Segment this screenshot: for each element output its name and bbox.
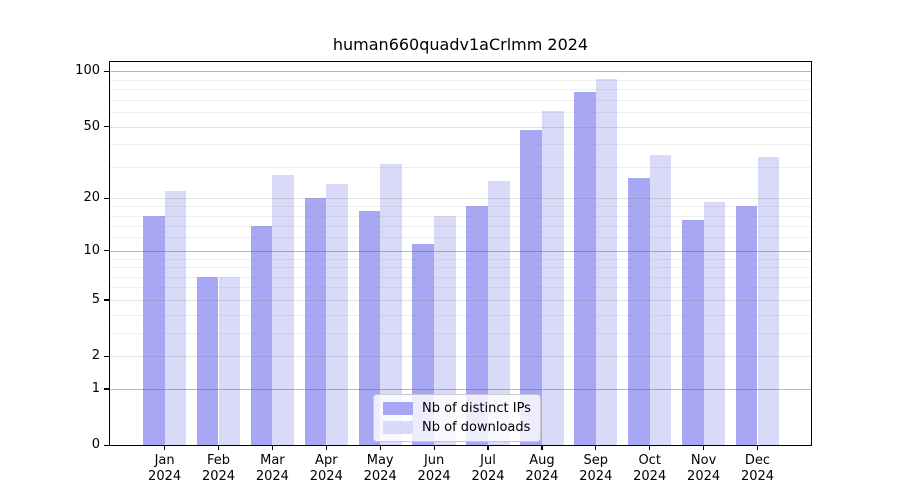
bar-downloads-jun — [434, 215, 456, 445]
y-tick-label-0: 0 — [91, 437, 100, 452]
bar-downloads-jul — [488, 181, 510, 445]
bar-downloads-jan — [164, 191, 187, 445]
x-tick-mark-apr — [325, 445, 327, 450]
bar-distinct-ips-aug — [520, 129, 542, 445]
y-tick-mark-50 — [104, 126, 110, 128]
bar-distinct-ips-sep — [574, 92, 596, 445]
x-tick-mark-dec — [756, 445, 759, 450]
legend-swatch-distinct-ips — [383, 402, 413, 415]
legend-label-distinct-ips: Nb of distinct IPs — [422, 401, 531, 416]
bar-distinct-ips-may — [358, 210, 381, 445]
x-tick-mark-jun — [433, 445, 435, 450]
plot-area: Nb of distinct IPs Nb of downloads — [109, 61, 812, 446]
bar-downloads-nov — [703, 202, 726, 445]
gridline-major-10 — [110, 250, 811, 252]
gridline-minor-30 — [110, 166, 811, 168]
gridline-major-100 — [110, 71, 811, 73]
gridline-major-1 — [110, 388, 811, 390]
gridline-mid-20 — [110, 198, 811, 200]
x-tick-mark-may — [379, 445, 381, 450]
y-tick-mark-100 — [104, 70, 110, 72]
gridline-minor-80 — [110, 89, 811, 90]
y-tick-mark-10 — [104, 250, 110, 252]
y-tick-mark-2 — [104, 355, 110, 357]
gridline-minor-70 — [110, 99, 811, 101]
bar-downloads-feb — [218, 276, 241, 445]
bar-downloads-apr — [326, 184, 348, 445]
bar-downloads-dec — [757, 157, 780, 445]
bar-distinct-ips-apr — [304, 198, 327, 445]
x-tick-label-feb: Feb 2024 — [201, 453, 236, 484]
y-tick-label-20: 20 — [83, 190, 100, 206]
y-tick-label-2: 2 — [91, 348, 100, 363]
gridline-minor-4 — [110, 314, 811, 316]
x-tick-mark-mar — [271, 445, 274, 450]
x-tick-label-sep: Sep 2024 — [579, 453, 613, 484]
gridline-minor-14 — [110, 225, 811, 227]
legend-item-distinct-ips: Nb of distinct IPs — [383, 401, 531, 416]
gridline-minor-60 — [110, 111, 811, 113]
gridline-mid-5 — [110, 299, 811, 301]
bar-distinct-ips-dec — [735, 206, 758, 445]
y-tick-label-50: 50 — [83, 118, 100, 134]
bar-downloads-oct — [649, 154, 672, 445]
legend: Nb of distinct IPs Nb of downloads — [373, 394, 541, 442]
gridline-minor-9 — [110, 258, 811, 260]
x-tick-label-may: May 2024 — [363, 453, 397, 484]
gridline-minor-90 — [110, 79, 811, 81]
y-tick-mark-5 — [104, 299, 110, 301]
gridline-minor-3 — [110, 332, 811, 334]
x-tick-mark-jul — [487, 445, 489, 450]
x-tick-label-mar: Mar 2024 — [255, 453, 289, 484]
legend-label-downloads: Nb of downloads — [422, 420, 531, 435]
x-tick-mark-sep — [595, 445, 597, 450]
gridline-mid-50 — [110, 126, 811, 128]
gridline-minor-16 — [110, 215, 811, 217]
gridline-minor-40 — [110, 144, 811, 146]
y-tick-mark-20 — [104, 197, 110, 200]
bar-distinct-ips-oct — [628, 178, 650, 445]
x-tick-mark-jan — [164, 445, 166, 450]
y-tick-label-10: 10 — [83, 242, 100, 258]
y-tick-mark-0 — [104, 444, 110, 446]
x-tick-label-aug: Aug 2024 — [525, 453, 559, 484]
x-tick-mark-nov — [703, 445, 705, 450]
chart-title: human660quadv1aCrlmm 2024 — [332, 35, 589, 54]
x-tick-label-jul: Jul 2024 — [471, 453, 505, 484]
y-tick-mark-1 — [104, 388, 110, 390]
bar-downloads-aug — [541, 110, 564, 445]
gridline-minor-6 — [110, 287, 811, 289]
x-tick-label-jun: Jun 2024 — [417, 453, 451, 484]
gridline-mid-2 — [110, 356, 811, 357]
gridline-minor-18 — [110, 206, 811, 208]
x-tick-mark-aug — [541, 445, 543, 450]
gridline-minor-7 — [110, 276, 811, 278]
x-tick-mark-feb — [217, 445, 220, 450]
bar-downloads-may — [380, 164, 402, 445]
bar-downloads-mar — [272, 175, 295, 445]
y-tick-label-1: 1 — [91, 380, 100, 396]
x-tick-label-apr: Apr 2024 — [309, 453, 343, 484]
x-tick-mark-oct — [649, 445, 651, 450]
y-tick-label-5: 5 — [91, 291, 100, 307]
x-tick-label-oct: Oct 2024 — [633, 453, 667, 484]
bar-distinct-ips-mar — [250, 225, 273, 445]
bar-distinct-ips-jan — [142, 215, 165, 445]
x-tick-label-jan: Jan 2024 — [148, 453, 182, 484]
bar-distinct-ips-jul — [466, 206, 488, 445]
legend-swatch-downloads — [383, 421, 413, 434]
legend-item-downloads: Nb of downloads — [383, 420, 531, 435]
bar-downloads-sep — [595, 78, 618, 445]
y-tick-label-100: 100 — [75, 63, 100, 79]
gridline-minor-8 — [110, 267, 811, 268]
x-tick-label-nov: Nov 2024 — [687, 453, 721, 484]
x-tick-label-dec: Dec 2024 — [740, 453, 775, 484]
gridline-minor-12 — [110, 237, 811, 239]
bar-distinct-ips-feb — [196, 276, 219, 445]
